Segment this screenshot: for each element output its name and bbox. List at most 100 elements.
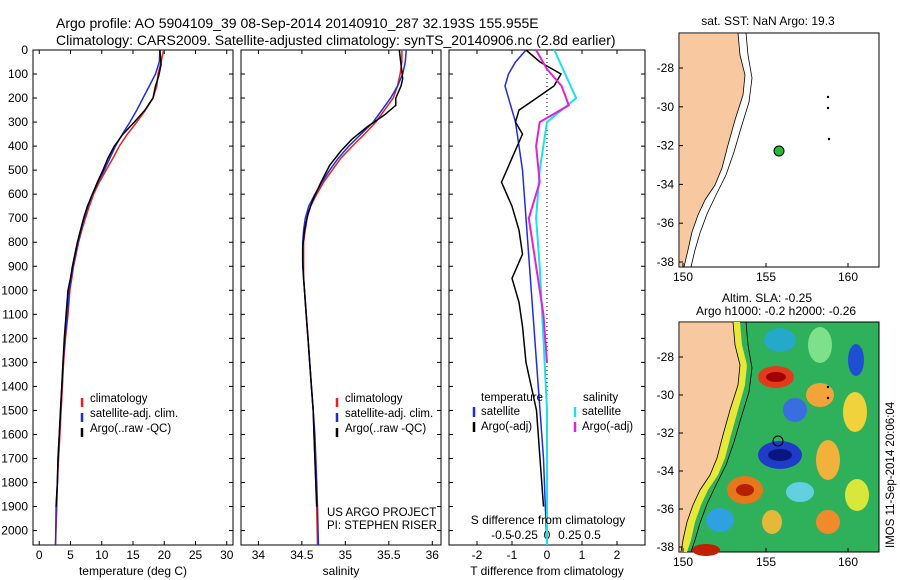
depth-tick-label: 100 bbox=[8, 67, 28, 81]
series-line-salinity-satellite bbox=[535, 49, 578, 545]
depth-tick-label: 1400 bbox=[1, 379, 28, 393]
float-position-marker bbox=[772, 435, 784, 447]
sla-blob bbox=[845, 479, 869, 511]
x-tick-label: 1 bbox=[579, 548, 586, 562]
s-tick-label: -0.25 bbox=[511, 528, 539, 542]
x-tick-label: 15 bbox=[126, 548, 140, 562]
legend-satellite: satellite-adj. clim. bbox=[345, 408, 433, 420]
sla-blob bbox=[808, 327, 832, 363]
legend-s-argo: Argo(-adj) bbox=[582, 421, 633, 433]
x-tick-label: 35.5 bbox=[377, 548, 401, 562]
sla-map-1000m-contour bbox=[690, 321, 753, 553]
legend-t-satellite: satellite bbox=[481, 406, 520, 418]
lat-tick-label: -32 bbox=[657, 139, 675, 153]
sla-blob bbox=[762, 510, 782, 534]
x-tick-label: 35 bbox=[339, 548, 353, 562]
s-difference-label: S difference from climatology bbox=[471, 513, 626, 527]
lat-tick-label: -38 bbox=[657, 255, 675, 269]
float-position-marker bbox=[773, 145, 785, 157]
depth-tick-label: 1700 bbox=[1, 451, 28, 465]
sla-blob bbox=[766, 372, 786, 382]
title-line-1: Argo profile: AO 5904109_39 08-Sep-2014 … bbox=[56, 15, 539, 31]
difference-xlabel: T difference from climatology bbox=[470, 564, 624, 578]
legend-salinity-heading: salinity bbox=[583, 392, 618, 404]
depth-axis: 0 100 200 300 400 500 600 700 800 900 1000 1100 1200… bbox=[1, 43, 645, 538]
sla-blob bbox=[768, 449, 792, 461]
depth-tick-label: 600 bbox=[8, 187, 28, 201]
sla-blob bbox=[783, 398, 807, 422]
series-line-salinity-argo-adj- bbox=[527, 49, 571, 363]
lat-tick-label: -32 bbox=[657, 426, 675, 440]
lat-tick-label: -34 bbox=[657, 464, 675, 478]
sla-blob bbox=[706, 508, 734, 532]
salinity-xlabel: salinity bbox=[323, 564, 360, 578]
credit-project: US ARGO PROJECT bbox=[327, 507, 436, 519]
series-line-climatology bbox=[302, 50, 403, 546]
series-line-temperature-satellite bbox=[504, 49, 548, 546]
sla-blob bbox=[848, 344, 864, 376]
lon-tick-label: 150 bbox=[673, 555, 693, 569]
x-tick-label: 0 bbox=[544, 548, 551, 562]
depth-tick-label: 200 bbox=[8, 91, 28, 105]
legend-climatology: climatology bbox=[90, 393, 148, 405]
depth-tick-label: 1900 bbox=[1, 500, 28, 514]
x-tick-label: 34.5 bbox=[290, 548, 314, 562]
depth-tick-label: 1000 bbox=[1, 283, 28, 297]
sla-blob bbox=[736, 484, 754, 496]
depth-tick-label: 1500 bbox=[1, 403, 28, 417]
salinity-legend: climatology satellite-adj. clim. Argo(..… bbox=[327, 393, 437, 532]
x-tick-label: 30 bbox=[220, 548, 234, 562]
sla-blob bbox=[843, 392, 867, 432]
x-tick-label: 25 bbox=[189, 548, 203, 562]
depth-tick-label: 400 bbox=[8, 139, 28, 153]
island-dot bbox=[827, 137, 831, 141]
sla-blob bbox=[816, 510, 840, 534]
depth-tick-label: 800 bbox=[8, 235, 28, 249]
legend-climatology: climatology bbox=[345, 393, 403, 405]
sla-map bbox=[678, 321, 880, 556]
sla-map-title: Altim. SLA: -0.25 bbox=[722, 291, 812, 305]
sla-blob bbox=[764, 328, 796, 352]
depth-tick-label: 700 bbox=[8, 211, 28, 225]
island-dot bbox=[826, 95, 830, 99]
lon-tick-label: 150 bbox=[673, 270, 693, 284]
legend-argo: Argo(..raw -QC) bbox=[345, 423, 426, 435]
x-tick-label: 0 bbox=[36, 548, 43, 562]
title-line-2: Climatology: CARS2009. Satellite-adjuste… bbox=[56, 32, 616, 48]
sst-map-coastline bbox=[678, 32, 746, 268]
island-dot bbox=[826, 385, 830, 389]
lat-tick-label: -36 bbox=[657, 216, 675, 230]
s-tick-label: -0.5 bbox=[491, 528, 512, 542]
legend-temperature-heading: temperature bbox=[481, 392, 543, 404]
depth-tick-label: 1100 bbox=[2, 307, 28, 321]
lat-tick-label: -38 bbox=[657, 540, 675, 554]
lat-tick-label: -28 bbox=[657, 350, 675, 364]
x-tick-label: 5 bbox=[67, 548, 74, 562]
series-line-argo-raw-qc- bbox=[55, 49, 162, 507]
island-dot bbox=[826, 106, 830, 110]
sst-map-title: sat. SST: NaN Argo: 19.3 bbox=[701, 14, 835, 28]
depth-tick-label: 1200 bbox=[1, 331, 28, 345]
sla-blob bbox=[806, 383, 834, 407]
temperature-xlabel: temperature (deg C) bbox=[79, 564, 187, 578]
x-tick-label: -2 bbox=[472, 548, 483, 562]
x-tick-label: 36 bbox=[426, 548, 440, 562]
legend-t-argo: Argo(-adj) bbox=[481, 421, 532, 433]
series-line-climatology bbox=[54, 49, 165, 546]
depth-tick-label: 0 bbox=[21, 43, 28, 57]
x-tick-label: 20 bbox=[158, 548, 172, 562]
x-tick-label: 34 bbox=[252, 548, 266, 562]
sst-map-1000m-contour bbox=[690, 32, 753, 268]
legend-s-satellite: satellite bbox=[582, 406, 621, 418]
series-line-argo-raw-qc- bbox=[301, 49, 404, 507]
series-line-satellite-adj-clim- bbox=[54, 49, 161, 546]
x-tick-label: 2 bbox=[614, 548, 621, 562]
x-tick-label: 10 bbox=[95, 548, 109, 562]
lon-tick-label: 160 bbox=[838, 270, 858, 284]
imos-timestamp: IMOS 11-Sep-2014 20:06:04 bbox=[885, 401, 897, 548]
depth-tick-label: 1600 bbox=[1, 427, 28, 441]
lon-tick-label: 155 bbox=[756, 270, 776, 284]
